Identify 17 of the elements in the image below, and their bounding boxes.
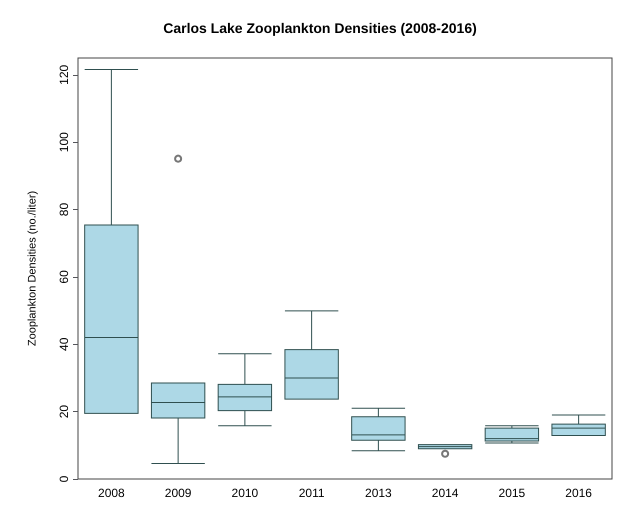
y-tick-label: 20 bbox=[57, 404, 71, 418]
x-tick-label: 2010 bbox=[232, 486, 259, 500]
y-tick-label: 40 bbox=[57, 337, 71, 351]
x-tick-label: 2014 bbox=[432, 486, 459, 500]
x-tick-label: 2008 bbox=[98, 486, 126, 500]
x-tick-label: 2013 bbox=[365, 486, 392, 500]
y-tick-label: 0 bbox=[57, 475, 71, 482]
y-tick-label: 60 bbox=[57, 270, 71, 284]
x-tick-label: 2016 bbox=[565, 486, 592, 500]
chart-title: Carlos Lake Zooplankton Densities (2008-2016) bbox=[163, 20, 477, 36]
x-tick-label: 2009 bbox=[164, 486, 192, 500]
y-tick-label: 120 bbox=[57, 64, 71, 85]
y-tick-label: 100 bbox=[57, 132, 71, 152]
x-tick-label: 2015 bbox=[498, 486, 526, 500]
y-tick-label: 80 bbox=[57, 202, 71, 216]
y-axis-title: Zooplankton Densities (no./liter) bbox=[26, 190, 38, 346]
x-tick-label: 2011 bbox=[298, 486, 325, 500]
